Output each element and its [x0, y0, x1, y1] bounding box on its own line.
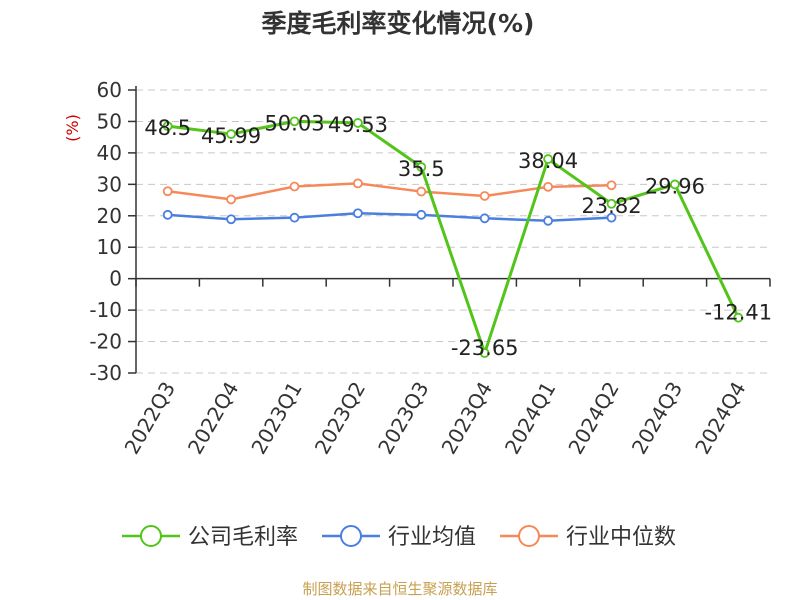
- data-point: [606, 180, 617, 191]
- axes: [128, 86, 771, 374]
- data-point: [416, 186, 427, 197]
- y-axis-label: (%): [63, 114, 82, 142]
- x-tick-label: 2022Q4: [183, 378, 243, 459]
- data-point: [162, 186, 173, 197]
- y-tick-label: 50: [97, 109, 122, 133]
- legend-swatch-marker: [340, 525, 362, 547]
- series-line: [167, 212, 612, 223]
- data-point: [162, 209, 173, 220]
- data-point: [416, 209, 427, 220]
- y-tick-label: 30: [97, 172, 122, 196]
- y-tick-label: 20: [97, 204, 122, 228]
- x-tick-label: 2024Q1: [500, 378, 560, 459]
- x-tick-label: 2024Q3: [627, 378, 687, 459]
- data-point: [606, 198, 617, 209]
- legend-swatch-marker: [140, 525, 162, 547]
- y-tick-label: 10: [97, 235, 122, 259]
- data-point: [733, 312, 744, 323]
- data-point: [162, 121, 173, 132]
- x-tick-label: 2023Q2: [310, 378, 370, 459]
- y-tick-label: -30: [89, 361, 122, 385]
- data-point: [289, 181, 300, 192]
- data-point: [352, 208, 363, 219]
- data-point: [479, 191, 490, 201]
- chart-title: 季度毛利率变化情况(%): [262, 9, 535, 38]
- data-point: [226, 194, 237, 205]
- data-point: [226, 129, 237, 139]
- data-point: [352, 178, 363, 189]
- legend: 公司毛利率 行业均值 行业中位数: [122, 525, 676, 550]
- y-tick-label: 40: [97, 141, 122, 165]
- series-line: [167, 119, 740, 355]
- data-label: 45.99: [201, 124, 261, 148]
- data-label: 49.53: [328, 113, 388, 137]
- data-source-note: 制图数据来自恒生聚源数据库: [302, 580, 497, 598]
- data-label: 50.03: [264, 111, 324, 135]
- x-tick-label: 2024Q4: [690, 378, 750, 459]
- data-point: [543, 154, 553, 164]
- data-label: 23.82: [581, 194, 641, 218]
- x-tick-label: 2023Q3: [373, 378, 433, 459]
- data-point: [226, 214, 237, 225]
- y-tick-label: 0: [109, 267, 122, 291]
- data-point: [416, 162, 427, 172]
- data-label: -12.41: [704, 301, 772, 325]
- legend-label: 行业均值: [388, 525, 476, 550]
- y-tick-label: -20: [89, 330, 122, 354]
- data-point: [289, 116, 300, 127]
- data-point: [289, 212, 300, 223]
- x-tick-label: 2024Q2: [563, 378, 623, 459]
- grid-lines: [136, 89, 770, 374]
- legend-label: 公司毛利率: [188, 525, 298, 550]
- data-point: [479, 348, 490, 358]
- data-label: 38.04: [518, 149, 578, 173]
- legend-label: 行业中位数: [566, 525, 676, 550]
- data-point: [543, 181, 553, 192]
- data-point: [606, 212, 617, 223]
- y-tick-label: -10: [89, 298, 122, 322]
- series-lines: [162, 116, 744, 358]
- data-label: 48.5: [144, 116, 191, 140]
- data-point: [543, 215, 553, 226]
- y-tick-labels: 60 50 40 30 20 10 0 -10 -20 -30: [89, 78, 122, 385]
- data-point: [670, 179, 680, 190]
- x-tick-label: 2022Q3: [120, 378, 180, 459]
- data-label: 29.96: [645, 174, 705, 198]
- data-point: [352, 118, 363, 128]
- legend-swatch-marker: [518, 525, 540, 547]
- x-tick-label: 2023Q1: [246, 378, 306, 459]
- x-tick-labels: 2022Q3 2022Q4 2023Q1 2023Q2 2023Q3 2023Q4 2024…: [120, 378, 751, 459]
- x-tick-label: 2023Q4: [437, 378, 497, 459]
- y-tick-label: 60: [97, 78, 122, 102]
- data-point: [479, 213, 490, 224]
- data-label: -23.65: [451, 336, 519, 360]
- data-label: 35.5: [398, 157, 445, 181]
